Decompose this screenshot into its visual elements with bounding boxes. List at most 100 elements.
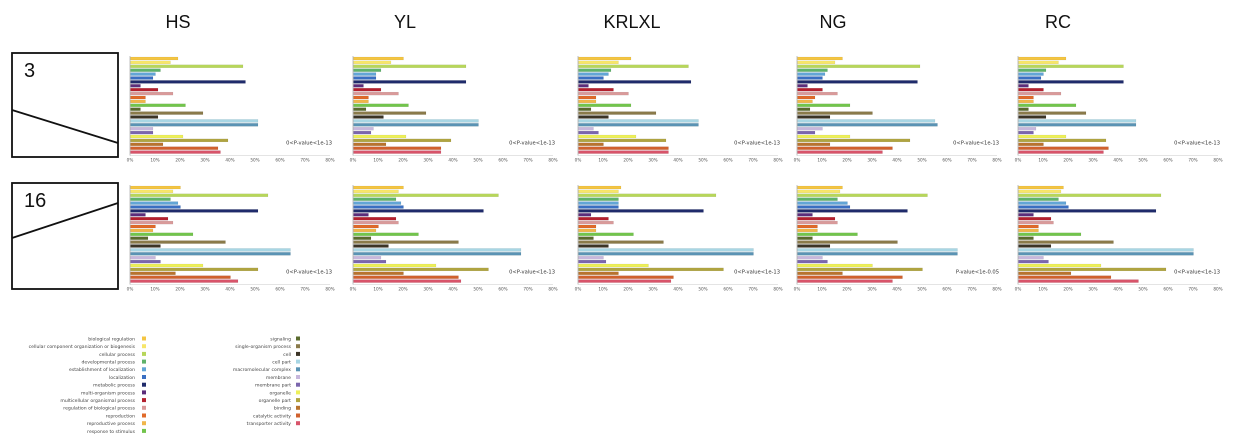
bar-single-organism-process bbox=[353, 111, 427, 115]
bar-metabolic-process bbox=[130, 80, 246, 84]
x-tick-label: 80% bbox=[773, 287, 782, 292]
x-tick-label: 30% bbox=[1088, 158, 1097, 163]
bar-single-organism-process bbox=[797, 111, 873, 115]
legend-label: membrane bbox=[266, 375, 291, 381]
bar-developmental-process bbox=[797, 197, 838, 201]
bar-cellular-component-organization-or-biogenesis bbox=[353, 189, 399, 194]
bar-catalytic-activity bbox=[578, 146, 669, 150]
bar-biological-regulation bbox=[578, 56, 632, 61]
legend-swatch bbox=[142, 367, 146, 372]
bar-multicellular-organismal-process bbox=[1018, 88, 1044, 92]
x-tick-label: 40% bbox=[1113, 287, 1122, 292]
panel-ng-row-16: 0% 10% 20% 30% 40% 50% 60% 70% 80% P-value<1e-0.0… bbox=[794, 185, 1002, 292]
bar-multicellular-organismal-process bbox=[797, 88, 823, 92]
bar-transporter-activity bbox=[130, 150, 221, 154]
bar-response-to-stimulus bbox=[797, 103, 851, 107]
legend-label: reproductive process bbox=[87, 421, 136, 427]
bar-multi-organism-process bbox=[130, 84, 141, 88]
row-label: 16 bbox=[24, 190, 46, 212]
x-tick-label: 0% bbox=[1015, 287, 1022, 292]
bar-biological-regulation bbox=[1018, 185, 1064, 190]
bar-reproduction bbox=[578, 224, 597, 229]
legend-item: developmental process bbox=[81, 360, 146, 366]
bar-response-to-stimulus bbox=[130, 232, 194, 236]
column-titles: HS YL KRLXL NG RC bbox=[165, 12, 1071, 32]
bar-membrane-part bbox=[353, 130, 372, 135]
x-tick-label: 60% bbox=[498, 158, 507, 163]
bar-cell bbox=[578, 115, 609, 119]
x-tick-label: 80% bbox=[548, 158, 557, 163]
bar-reproduction bbox=[353, 95, 369, 100]
legend-label: establishment of localization bbox=[69, 367, 135, 373]
legend-label: metabolic process bbox=[93, 383, 135, 389]
bar-cellular-component-organization-or-biogenesis bbox=[578, 189, 619, 194]
legend-label: macromolecular complex bbox=[233, 367, 291, 373]
bar-catalytic-activity bbox=[1018, 146, 1109, 150]
bar-metabolic-process bbox=[797, 209, 908, 213]
bar-developmental-process bbox=[1018, 68, 1047, 72]
legend-label: cell part bbox=[272, 360, 291, 366]
bar-binding bbox=[578, 271, 619, 275]
bar-cell-part bbox=[797, 119, 936, 123]
row-label-boxes: 3 16 bbox=[11, 52, 119, 290]
bar-cellular-component-organization-or-biogenesis bbox=[578, 60, 619, 65]
x-tick-label: 0% bbox=[127, 158, 134, 163]
bar-signaling bbox=[130, 236, 149, 240]
bar-membrane bbox=[1018, 256, 1044, 260]
bar-establishment-of-localization bbox=[353, 201, 402, 205]
legend-label: cell bbox=[283, 352, 291, 358]
bar-membrane bbox=[353, 256, 382, 260]
x-tick-label: 20% bbox=[175, 287, 184, 292]
bar-binding bbox=[1018, 271, 1072, 275]
bar-membrane-part bbox=[578, 259, 607, 264]
legend-item: binding bbox=[274, 406, 300, 412]
legend-item: transporter activity bbox=[247, 421, 300, 427]
x-tick-label: 20% bbox=[175, 158, 184, 163]
x-tick-label: 10% bbox=[150, 158, 159, 163]
bar-response-to-stimulus bbox=[353, 232, 419, 236]
legend-swatch bbox=[142, 351, 146, 356]
bar-single-organism-process bbox=[1018, 240, 1114, 244]
legend-label: signaling bbox=[270, 336, 291, 342]
panel-hs-row-3: 0% 10% 20% 30% 40% 50% 60% 70% 80% 0<P-value<1e-1… bbox=[127, 56, 335, 163]
bar-cellular-process bbox=[797, 64, 921, 68]
bar-developmental-process bbox=[578, 68, 612, 72]
bar-localization bbox=[1018, 205, 1069, 209]
bar-macromolecular-complex bbox=[797, 252, 958, 256]
legend-swatch bbox=[296, 413, 300, 418]
x-tick-label: 80% bbox=[992, 287, 1001, 292]
bar-establishment-of-localization bbox=[1018, 201, 1067, 205]
legend-swatch bbox=[142, 359, 146, 364]
x-tick-label: 20% bbox=[1063, 287, 1072, 292]
bar-biological-regulation bbox=[130, 185, 181, 190]
bar-cellular-process bbox=[797, 193, 928, 197]
bar-reproductive-process bbox=[797, 99, 813, 104]
x-tick-label: 80% bbox=[325, 287, 334, 292]
bar-metabolic-process bbox=[353, 80, 467, 84]
legend-swatch bbox=[296, 421, 300, 426]
bar-single-organism-process bbox=[578, 111, 657, 115]
x-tick-label: 60% bbox=[1163, 158, 1172, 163]
panel-yl-row-3: 0% 10% 20% 30% 40% 50% 60% 70% 80% 0<P-value<1e-1… bbox=[350, 56, 558, 163]
x-tick-label: 30% bbox=[648, 158, 657, 163]
bar-cellular-component-organization-or-biogenesis bbox=[1018, 189, 1062, 194]
legend-item: regulation of biological process bbox=[63, 406, 146, 412]
x-tick-label: 0% bbox=[575, 158, 582, 163]
bar-multi-organism-process bbox=[1018, 84, 1029, 88]
bar-cellular-process bbox=[353, 193, 499, 197]
bar-single-organism-process bbox=[797, 240, 898, 244]
x-tick-label: 70% bbox=[300, 287, 309, 292]
legend-label: catalytic activity bbox=[253, 413, 291, 419]
p-value-annotation: 0<P-value<1e-13 bbox=[509, 141, 555, 147]
bar-metabolic-process bbox=[130, 209, 259, 213]
bar-multi-organism-process bbox=[353, 213, 369, 217]
x-tick-label: 50% bbox=[917, 287, 926, 292]
bar-membrane-part bbox=[130, 130, 154, 135]
bar-multi-organism-process bbox=[578, 213, 592, 217]
legend-item: reproductive process bbox=[87, 421, 146, 427]
x-tick-label: 40% bbox=[225, 158, 234, 163]
bar-cellular-component-organization-or-biogenesis bbox=[353, 60, 392, 65]
row-box-3: 3 bbox=[11, 52, 119, 158]
bar-organelle bbox=[1018, 134, 1067, 139]
bar-cell bbox=[130, 115, 159, 119]
